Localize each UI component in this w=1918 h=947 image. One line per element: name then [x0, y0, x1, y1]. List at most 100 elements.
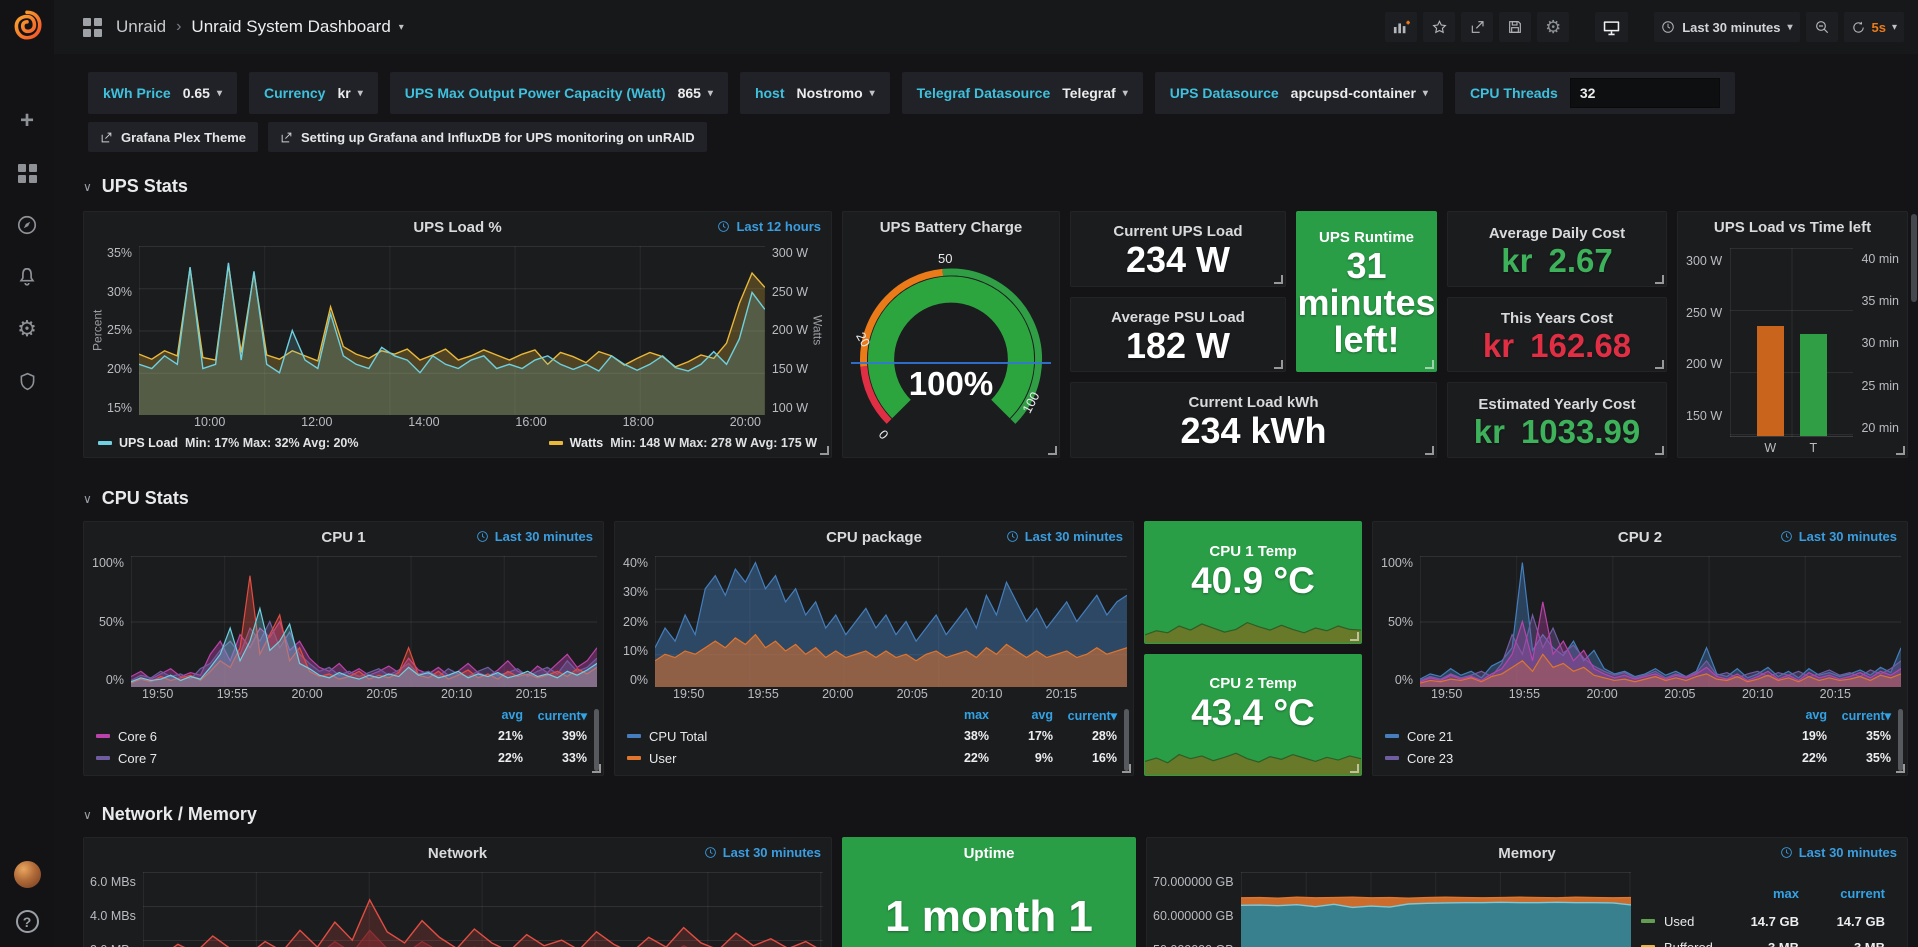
legend-item-user[interactable]: User — [627, 751, 925, 766]
section-ups-stats[interactable]: ∨ UPS Stats — [83, 176, 1908, 197]
y-axis-ticks: 40%30% 20%10% 0% — [621, 556, 655, 687]
legend-sort-current[interactable]: current▾ — [1053, 708, 1117, 723]
clock-icon — [717, 220, 730, 233]
variable-cpu-threads: CPU Threads — [1455, 72, 1735, 114]
panel-title[interactable]: Network — [428, 845, 487, 862]
panel-title[interactable]: UPS Battery Charge — [880, 219, 1023, 236]
stat-value: 1 month 1 — [843, 892, 1135, 942]
legend-item-used[interactable]: Used — [1641, 914, 1717, 929]
legend-item-core6[interactable]: Core 6 — [96, 729, 459, 744]
variable-telegraf-datasource[interactable]: Telegraf Datasource Telegraf▾ — [902, 72, 1143, 114]
cpu-threads-input[interactable] — [1570, 78, 1720, 108]
configuration-gear-icon[interactable]: ⚙ — [13, 316, 41, 342]
panel-title[interactable]: Memory — [1498, 845, 1556, 862]
stat-title[interactable]: UPS Runtime — [1319, 229, 1414, 246]
panel-time-badge[interactable]: Last 30 minutes — [704, 845, 821, 860]
panel-title[interactable]: CPU package — [826, 529, 922, 546]
link-grafana-plex-theme[interactable]: Grafana Plex Theme — [88, 122, 258, 152]
stat-title[interactable]: Average Daily Cost — [1489, 225, 1625, 242]
cycle-view-monitor-icon[interactable] — [1595, 12, 1628, 42]
legend-item-cpu-total[interactable]: CPU Total — [627, 729, 925, 744]
time-range-picker[interactable]: Last 30 minutes ▾ — [1654, 12, 1799, 42]
chevron-down-icon: ▾ — [1892, 22, 1897, 33]
chevron-down-icon[interactable]: ▾ — [399, 22, 404, 33]
stat-title[interactable]: CPU 2 Temp — [1209, 675, 1296, 692]
stat-title[interactable]: Estimated Yearly Cost — [1478, 396, 1635, 413]
cpu-package-chart[interactable] — [655, 556, 1127, 687]
star-button[interactable] — [1423, 12, 1455, 42]
grafana-logo-icon[interactable] — [10, 8, 44, 42]
alerting-bell-icon[interactable] — [13, 264, 41, 290]
stat-title[interactable]: This Years Cost — [1501, 310, 1613, 327]
stat-title[interactable]: Average PSU Load — [1111, 309, 1245, 326]
variable-currency[interactable]: Currency kr▾ — [249, 72, 378, 114]
refresh-picker[interactable]: 5s ▾ — [1844, 12, 1905, 42]
legend-sort-current[interactable]: current — [1799, 886, 1885, 908]
breadcrumb-page[interactable]: Unraid System Dashboard — [191, 17, 390, 37]
legend-item-core7[interactable]: Core 7 — [96, 751, 459, 766]
ups-load-chart[interactable] — [139, 246, 765, 415]
share-button[interactable] — [1461, 12, 1493, 42]
explore-compass-icon[interactable] — [13, 212, 41, 238]
legend-sort-max[interactable]: max — [925, 708, 989, 722]
page-scrollbar[interactable] — [1911, 214, 1917, 302]
link-ups-monitoring-guide[interactable]: Setting up Grafana and InfluxDB for UPS … — [268, 122, 707, 152]
stat-title[interactable]: CPU 1 Temp — [1209, 543, 1296, 560]
help-icon[interactable]: ? — [16, 910, 39, 933]
panel-ups-battery-charge: UPS Battery Charge 0 20 50 100 100% — [842, 211, 1060, 458]
legend-scrollbar[interactable] — [1898, 709, 1903, 771]
legend-sort-current[interactable]: current▾ — [1827, 708, 1891, 723]
server-admin-shield-icon[interactable] — [13, 368, 41, 394]
panel-time-badge[interactable]: Last 30 minutes — [1780, 529, 1897, 544]
legend-table: max current Used 14.7 GB14.7 GB Buffered… — [1631, 872, 1899, 947]
save-button[interactable] — [1499, 12, 1531, 42]
legend-sort-avg[interactable]: avg — [1763, 708, 1827, 722]
legend-table: avg current▾ Core 21 19%35% Core 23 22%3… — [1373, 705, 1907, 775]
panel-title[interactable]: CPU 2 — [1618, 529, 1662, 546]
panel-title[interactable]: UPS Load % — [413, 219, 501, 236]
user-avatar[interactable] — [14, 861, 41, 888]
breadcrumb-app[interactable]: Unraid — [116, 17, 166, 37]
panel-time-badge[interactable]: Last 30 minutes — [476, 529, 593, 544]
variable-host[interactable]: host Nostromo▾ — [740, 72, 890, 114]
y-axis-ticks-left: 35%30% 25%20% 15% — [105, 246, 139, 415]
legend-scrollbar[interactable] — [594, 709, 599, 771]
variable-ups-max-watt[interactable]: UPS Max Output Power Capacity (Watt) 865… — [390, 72, 728, 114]
create-plus-icon[interactable]: + — [13, 108, 41, 134]
variable-value: 0.65 — [183, 85, 210, 101]
section-cpu-stats[interactable]: ∨ CPU Stats — [83, 488, 1908, 509]
panel-title[interactable]: Uptime — [964, 845, 1015, 862]
variable-ups-datasource[interactable]: UPS Datasource apcupsd-container▾ — [1155, 72, 1443, 114]
legend-item-core21[interactable]: Core 21 — [1385, 729, 1763, 744]
network-chart[interactable] — [143, 872, 823, 947]
stat-title[interactable]: Current UPS Load — [1113, 223, 1242, 240]
legend-sort-avg[interactable]: avg — [989, 708, 1053, 722]
dashboards-icon[interactable] — [13, 160, 41, 186]
legend-item-watts[interactable]: Watts Min: 148 W Max: 278 W Avg: 175 W — [549, 436, 817, 450]
cpu1-chart[interactable] — [131, 556, 597, 687]
dashboard-settings-gear-icon[interactable]: ⚙ — [1537, 12, 1569, 42]
memory-chart[interactable] — [1241, 872, 1631, 947]
variable-kwh-price[interactable]: kWh Price 0.65▾ — [88, 72, 237, 114]
bars-plot: W T — [1730, 248, 1853, 437]
panel-title[interactable]: UPS Load vs Time left — [1714, 219, 1871, 236]
add-panel-button[interactable] — [1385, 12, 1417, 42]
legend-sort-avg[interactable]: avg — [459, 708, 523, 722]
bar-watts[interactable] — [1757, 326, 1784, 436]
section-network-memory[interactable]: ∨ Network / Memory — [83, 804, 1908, 825]
cpu2-chart[interactable] — [1420, 556, 1901, 687]
stat-title[interactable]: Current Load kWh — [1189, 394, 1319, 411]
legend-sort-current[interactable]: current▾ — [523, 708, 587, 723]
zoom-out-button[interactable] — [1806, 12, 1838, 42]
bar-time-left[interactable] — [1800, 334, 1827, 436]
panel-time-badge[interactable]: Last 30 minutes — [1006, 529, 1123, 544]
legend-item-buffered[interactable]: Buffered — [1641, 940, 1717, 947]
dashboard-grid-icon[interactable] — [83, 18, 102, 37]
panel-time-badge[interactable]: Last 12 hours — [717, 219, 821, 234]
panel-time-badge[interactable]: Last 30 minutes — [1780, 845, 1897, 860]
panel-title[interactable]: CPU 1 — [321, 529, 365, 546]
legend-item-core23[interactable]: Core 23 — [1385, 751, 1763, 766]
legend-item-ups-load[interactable]: UPS Load Min: 17% Max: 32% Avg: 20% — [98, 436, 358, 450]
legend-sort-max[interactable]: max — [1717, 886, 1799, 908]
legend-scrollbar[interactable] — [1124, 709, 1129, 771]
